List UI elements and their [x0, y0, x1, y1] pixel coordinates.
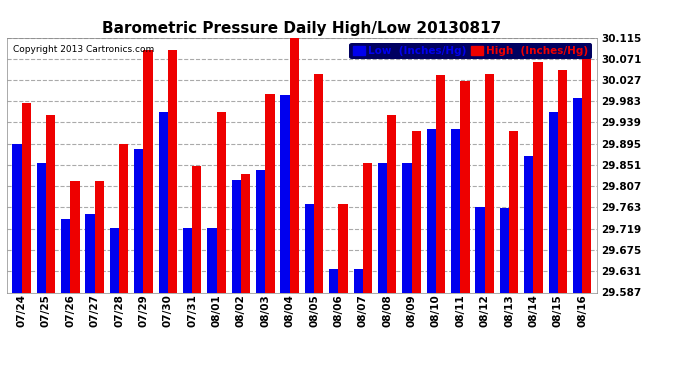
Bar	[37, 163, 46, 292]
Bar	[241, 174, 250, 292]
Bar	[134, 148, 144, 292]
Bar	[582, 59, 591, 292]
Bar	[21, 103, 31, 292]
Bar	[290, 35, 299, 292]
Bar	[558, 70, 567, 292]
Bar	[436, 75, 445, 292]
Bar	[484, 74, 494, 292]
Bar	[524, 156, 533, 292]
Bar	[144, 50, 152, 292]
Bar	[207, 228, 217, 292]
Bar	[232, 180, 241, 292]
Bar	[159, 112, 168, 292]
Bar	[12, 144, 21, 292]
Bar	[338, 204, 348, 292]
Bar	[266, 94, 275, 292]
Bar	[95, 181, 104, 292]
Legend: Low  (Inches/Hg), High  (Inches/Hg): Low (Inches/Hg), High (Inches/Hg)	[349, 43, 591, 59]
Bar	[509, 131, 518, 292]
Bar	[426, 129, 436, 292]
Bar	[119, 144, 128, 292]
Bar	[460, 81, 470, 292]
Bar	[168, 50, 177, 292]
Bar	[549, 112, 558, 292]
Bar	[329, 269, 338, 292]
Bar	[86, 214, 95, 292]
Bar	[70, 182, 79, 292]
Bar	[305, 204, 314, 292]
Bar	[500, 208, 509, 292]
Bar	[61, 219, 70, 292]
Bar	[573, 98, 582, 292]
Bar	[411, 131, 421, 292]
Bar	[46, 115, 55, 292]
Bar	[475, 207, 484, 292]
Bar	[183, 228, 193, 292]
Bar	[256, 170, 266, 292]
Bar	[387, 115, 397, 292]
Bar	[363, 163, 372, 292]
Bar	[280, 96, 290, 292]
Bar	[217, 112, 226, 292]
Bar	[110, 228, 119, 292]
Bar	[451, 129, 460, 292]
Bar	[193, 166, 201, 292]
Bar	[533, 62, 543, 292]
Title: Barometric Pressure Daily High/Low 20130817: Barometric Pressure Daily High/Low 20130…	[102, 21, 502, 36]
Bar	[353, 269, 363, 292]
Bar	[378, 163, 387, 292]
Text: Copyright 2013 Cartronics.com: Copyright 2013 Cartronics.com	[13, 45, 154, 54]
Bar	[402, 163, 411, 292]
Bar	[314, 74, 324, 292]
